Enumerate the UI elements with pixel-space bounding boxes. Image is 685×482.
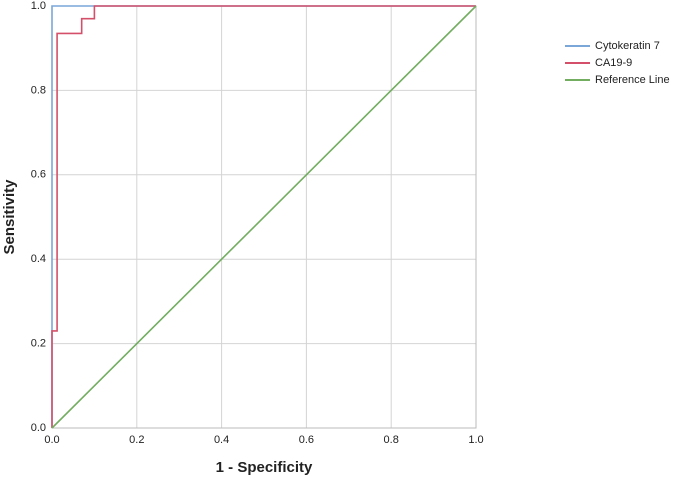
line <box>51 5 477 429</box>
x-axis-title: 1 - Specificity <box>216 459 313 476</box>
y-axis-title: Sensitivity <box>1 179 18 255</box>
y-tick-label: 0.6 <box>31 169 46 181</box>
x-tick-label: 0.0 <box>44 434 59 446</box>
y-tick-label: 0.4 <box>31 253 46 265</box>
legend-label: Cytokeratin 7 <box>595 40 660 52</box>
legend-label: Reference Line <box>595 74 670 86</box>
x-tick-label: 0.6 <box>299 434 314 446</box>
x-tick-label: 0.4 <box>214 434 229 446</box>
y-tick-label: 0.0 <box>31 422 46 434</box>
x-tick-label: 1.0 <box>468 434 483 446</box>
legend-label: CA19-9 <box>595 57 632 69</box>
x-tick-label: 0.2 <box>129 434 144 446</box>
y-tick-label: 0.8 <box>31 84 46 96</box>
y-tick-label: 0.2 <box>31 338 46 350</box>
x-tick-label: 0.8 <box>384 434 399 446</box>
line <box>51 5 476 428</box>
y-tick-label: 1.0 <box>31 0 46 12</box>
